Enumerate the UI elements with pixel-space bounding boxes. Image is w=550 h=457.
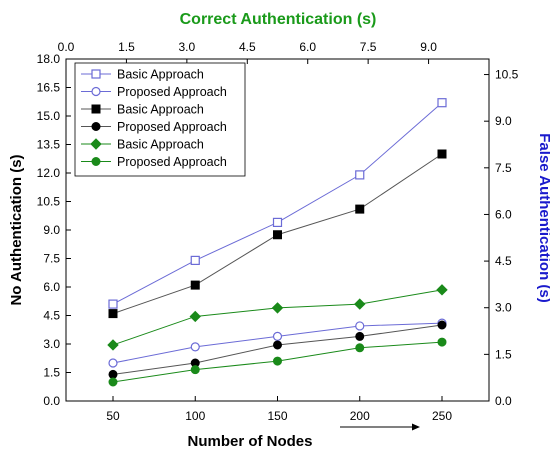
bottom-tick-label: 100 xyxy=(185,409,205,423)
left-tick-label: 1.5 xyxy=(43,366,60,380)
series-point-2 xyxy=(273,230,282,240)
series-point-0 xyxy=(355,170,365,180)
left-tick-label: 7.5 xyxy=(43,252,60,266)
top-tick-label: 3.0 xyxy=(179,40,196,54)
top-tick-label: 0.0 xyxy=(58,40,75,54)
left-tick-label: 18.0 xyxy=(37,52,61,66)
series-point-2 xyxy=(190,280,200,290)
bottom-axis-title: Number of Nodes xyxy=(187,433,312,450)
left-tick-label: 16.5 xyxy=(37,81,61,95)
right-tick-label: 9.0 xyxy=(495,114,512,128)
series-layer xyxy=(107,98,448,387)
top-axis-title: Correct Authentication (s) xyxy=(180,11,377,28)
series-point-2 xyxy=(355,204,365,214)
series-point-3 xyxy=(355,331,365,341)
bottom-tick-label: 50 xyxy=(106,409,120,423)
legend-marker xyxy=(91,157,101,166)
left-tick-label: 4.5 xyxy=(43,309,60,323)
legend-marker xyxy=(91,122,101,131)
legend-marker xyxy=(90,138,102,150)
right-tick-label: 0.0 xyxy=(495,394,512,408)
bottom-tick-label: 150 xyxy=(267,409,287,423)
series-point-5 xyxy=(108,377,118,387)
legend-marker xyxy=(91,86,101,97)
series-point-5 xyxy=(437,337,447,347)
legend-marker xyxy=(91,69,101,79)
right-tick-label: 6.0 xyxy=(495,207,512,221)
left-tick-label: 15.0 xyxy=(37,109,61,123)
legend-marker xyxy=(91,104,101,114)
bottom-tick-label: 250 xyxy=(432,409,452,423)
series-point-2 xyxy=(437,149,447,159)
series-point-0 xyxy=(108,299,118,309)
series-point-4 xyxy=(271,302,284,314)
series-point-5 xyxy=(190,365,200,375)
left-tick-label: 3.0 xyxy=(43,337,60,351)
top-tick-label: 1.5 xyxy=(118,40,135,54)
series-point-2 xyxy=(108,309,118,319)
legend-label: Basic Approach xyxy=(117,138,204,152)
legend-box xyxy=(74,62,246,177)
right-tick-label: 7.5 xyxy=(495,161,512,175)
series-point-0 xyxy=(437,98,447,108)
arrow-annotation xyxy=(340,423,420,431)
legend-label: Proposed Approach xyxy=(117,85,227,99)
series-point-3 xyxy=(273,340,282,350)
right-tick-label: 3.0 xyxy=(495,301,512,315)
series-point-1 xyxy=(108,358,118,368)
series-point-5 xyxy=(273,356,282,366)
legend: Basic Approach Proposed Approach Basic App… xyxy=(74,62,246,177)
series-point-3 xyxy=(437,320,447,330)
top-tick-label: 7.5 xyxy=(360,40,377,54)
left-tick-label: 10.5 xyxy=(37,195,61,209)
series-point-4 xyxy=(436,284,448,296)
left-tick-label: 0.0 xyxy=(43,394,60,408)
top-tick-label: 4.5 xyxy=(239,40,256,54)
right-tick-label: 4.5 xyxy=(495,254,512,268)
top-tick-label: 6.0 xyxy=(299,40,316,54)
series-point-4 xyxy=(107,339,119,351)
tick-layer: 50 100 150 200 250 0.0 1.5 3.0 4.5 6.0 7.5 9.0 0.0 1.… xyxy=(37,40,519,423)
series-point-0 xyxy=(190,255,200,265)
top-tick-label: 9.0 xyxy=(420,40,437,54)
series-point-0 xyxy=(272,217,283,227)
series-point-1 xyxy=(272,331,283,341)
right-axis-title: False Authentication (s) xyxy=(536,133,550,302)
left-tick-label: 12.0 xyxy=(37,166,61,180)
legend-label: Basic Approach xyxy=(117,68,204,82)
right-tick-label: 1.5 xyxy=(495,347,512,361)
series-point-1 xyxy=(355,321,365,331)
left-tick-label: 13.5 xyxy=(37,138,61,152)
left-axis-title: No Authentication (s) xyxy=(8,154,25,305)
left-tick-label: 6.0 xyxy=(43,280,60,294)
series-point-3 xyxy=(108,369,118,379)
bottom-tick-label: 200 xyxy=(350,409,370,423)
left-tick-label: 9.0 xyxy=(43,223,60,237)
legend-label: Basic Approach xyxy=(117,103,204,117)
right-tick-label: 10.5 xyxy=(495,68,519,82)
series-point-5 xyxy=(355,343,365,353)
series-point-4 xyxy=(189,310,201,323)
series-point-4 xyxy=(354,298,366,310)
legend-label: Proposed Approach xyxy=(117,120,227,134)
legend-label: Proposed Approach xyxy=(117,155,227,169)
series-point-1 xyxy=(190,342,200,352)
